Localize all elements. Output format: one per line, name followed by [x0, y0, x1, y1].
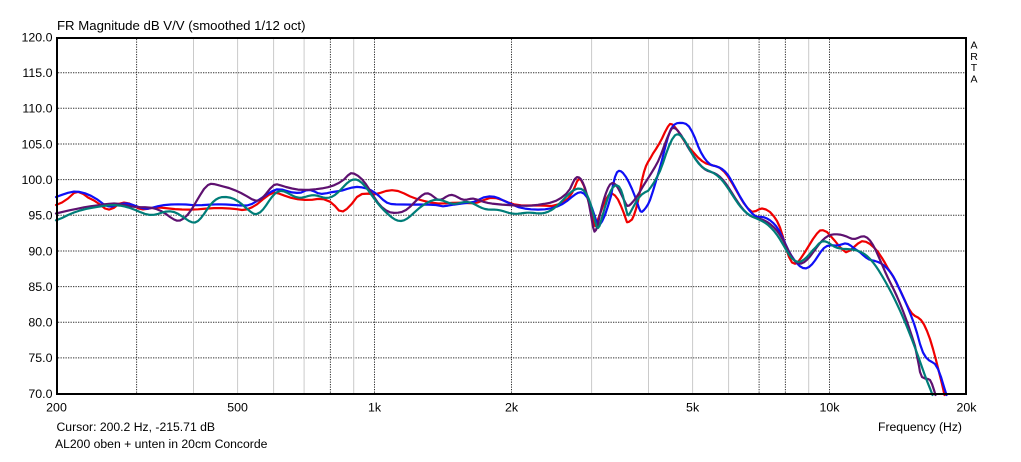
svg-text:2k: 2k [505, 401, 519, 415]
svg-text:105.0: 105.0 [21, 137, 52, 151]
svg-text:95.0: 95.0 [28, 209, 52, 223]
svg-text:AL200 oben + unten in 20cm Con: AL200 oben + unten in 20cm Concorde [55, 437, 268, 451]
svg-text:1k: 1k [368, 401, 382, 415]
svg-text:A: A [970, 40, 977, 52]
svg-text:115.0: 115.0 [22, 66, 52, 80]
svg-text:R: R [970, 51, 978, 63]
svg-text:5k: 5k [686, 401, 700, 415]
svg-text:Cursor: 200.2 Hz, -215.71 dB: Cursor: 200.2 Hz, -215.71 dB [57, 420, 216, 434]
svg-text:100.0: 100.0 [21, 173, 52, 187]
svg-text:110.0: 110.0 [22, 102, 52, 116]
svg-text:10k: 10k [820, 401, 841, 415]
svg-text:Frequency (Hz): Frequency (Hz) [878, 420, 962, 434]
svg-text:200: 200 [46, 401, 67, 415]
svg-text:120.0: 120.0 [21, 30, 52, 44]
svg-text:90.0: 90.0 [28, 244, 52, 258]
svg-text:75.0: 75.0 [28, 351, 52, 365]
svg-text:A: A [970, 73, 977, 85]
svg-text:500: 500 [227, 401, 248, 415]
svg-text:70.0: 70.0 [28, 387, 52, 401]
svg-text:FR Magnitude dB V/V (smoothed: FR Magnitude dB V/V (smoothed 1/12 oct) [57, 18, 306, 33]
svg-text:85.0: 85.0 [28, 280, 52, 294]
svg-text:20k: 20k [957, 401, 978, 415]
svg-text:T: T [971, 62, 978, 74]
svg-text:80.0: 80.0 [28, 316, 52, 330]
